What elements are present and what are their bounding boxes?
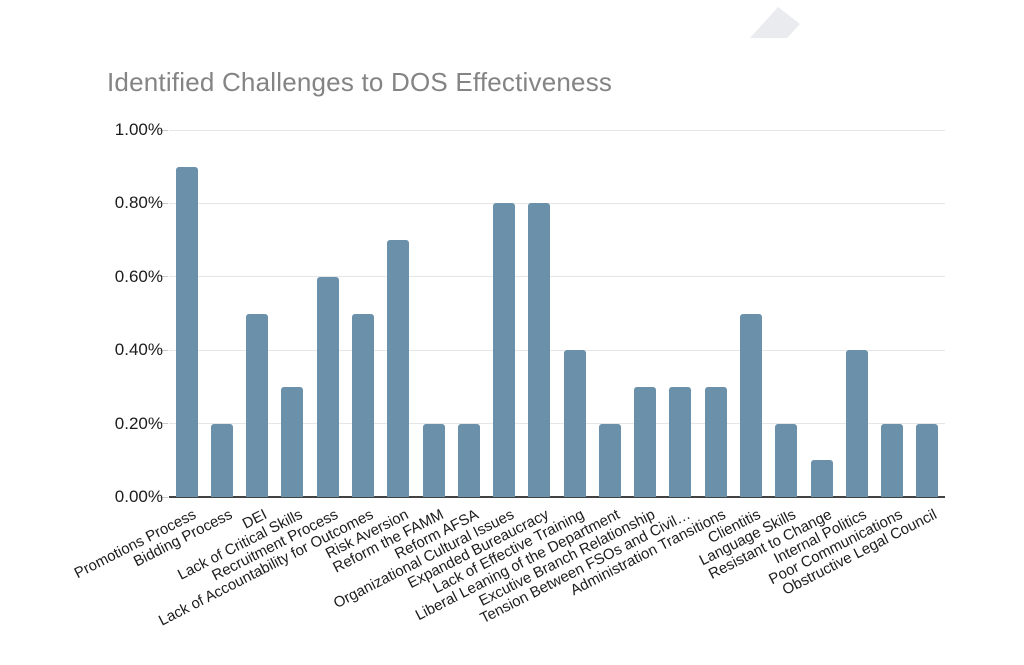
y-axis-tick — [160, 202, 168, 204]
y-axis-tick-label: 0.00% — [114, 487, 163, 506]
bar-poor-communications[interactable] — [881, 423, 904, 497]
y-axis-tick-label: 0.40% — [114, 340, 163, 360]
decorative-corner-polygon — [750, 7, 800, 38]
bar-reform-the-famm[interactable] — [422, 423, 445, 497]
y-axis-tick-label: 0.80% — [114, 193, 163, 213]
y-axis-tick-label: 0.60% — [114, 266, 163, 286]
bar-language-skills[interactable] — [775, 423, 798, 497]
plot-area — [169, 129, 945, 498]
bar-lack-of-accountability-for-outcomes[interactable] — [352, 313, 374, 497]
bar-excutive-branch-relationship[interactable] — [634, 386, 657, 497]
bar-dei[interactable] — [246, 313, 269, 497]
bar-internal-politics[interactable] — [845, 350, 868, 497]
bar-risk-aversion[interactable] — [387, 240, 410, 497]
bar-recruitment-process[interactable] — [316, 276, 339, 497]
bar-resistant-to-change[interactable] — [810, 460, 833, 497]
y-axis-tick — [160, 349, 168, 351]
bar-liberal-leaning-of-the-department[interactable] — [598, 423, 621, 497]
y-axis-tick-label: 1.00% — [114, 120, 163, 139]
bar-tension-between-fsos-and-civil[interactable] — [669, 386, 692, 497]
decorative-corner-shape — [750, 7, 800, 38]
bar-obstructive-legal-council[interactable] — [916, 423, 939, 497]
y-gridline — [169, 129, 945, 131]
bar-clientitis[interactable] — [740, 313, 762, 497]
y-gridline — [169, 276, 945, 278]
bar-lack-of-effective-training[interactable] — [563, 350, 586, 497]
y-axis-tick — [160, 129, 168, 131]
bar-reform-afsa[interactable] — [457, 423, 480, 497]
y-axis-tick — [160, 276, 168, 278]
chart-title: Identified Challenges to DOS Effectivene… — [107, 67, 613, 97]
x-axis-line — [169, 496, 945, 498]
y-axis-tick-label: 0.20% — [114, 413, 163, 433]
y-gridline — [169, 202, 945, 204]
y-axis-tick — [160, 496, 168, 498]
bar-lack-of-critical-skills[interactable] — [281, 386, 304, 497]
y-axis-tick — [160, 423, 168, 425]
bar-promotions-process[interactable] — [175, 166, 198, 497]
bar-bidding-process[interactable] — [210, 423, 233, 497]
y-gridline — [169, 349, 945, 351]
bar-organizational-cultural-issues[interactable] — [493, 203, 516, 497]
bar-administration-transitions[interactable] — [704, 386, 727, 497]
bar-expanded-bureaucracy[interactable] — [528, 203, 551, 497]
y-gridline — [169, 423, 945, 425]
